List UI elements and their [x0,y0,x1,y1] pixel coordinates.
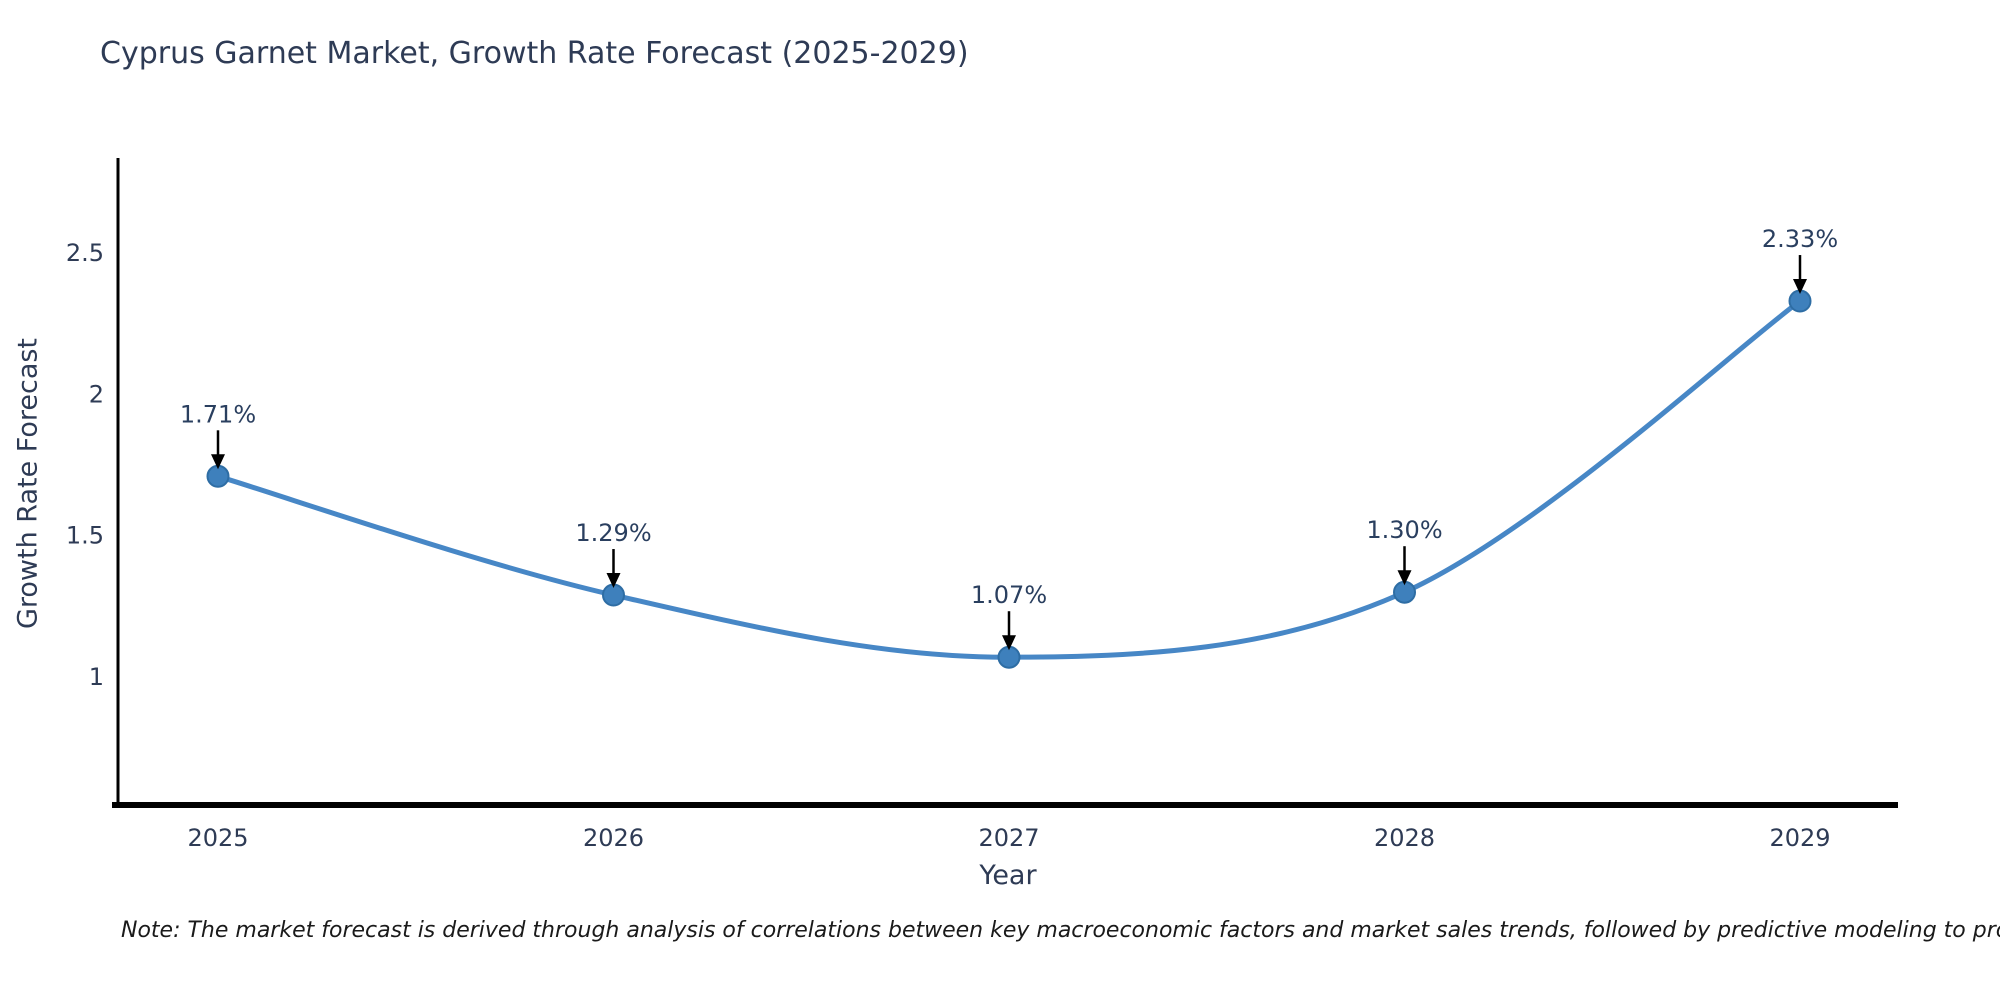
annotation-arrowhead [1793,279,1807,295]
x-axis-title: Year [979,860,1037,891]
x-tick-label: 2027 [978,824,1039,852]
data-point-label: 2.33% [1762,225,1838,253]
y-tick-label: 2.5 [66,239,104,267]
data-point-label: 1.30% [1366,516,1442,544]
x-tick-label: 2028 [1374,824,1435,852]
y-tick-label: 1.5 [66,522,104,550]
footnote: Note: The market forecast is derived thr… [121,918,2000,943]
annotation-arrowhead [1397,570,1412,586]
data-point-label: 1.07% [971,581,1047,609]
data-point-label: 1.71% [180,400,256,428]
annotation-arrowhead [606,573,621,589]
chart-title: Cyprus Garnet Market, Growth Rate Foreca… [100,36,969,71]
x-tick-label: 2029 [1769,824,1830,852]
y-tick-label: 1 [89,663,104,691]
x-tick-label: 2026 [583,824,644,852]
annotation-arrowhead [211,454,225,470]
x-tick-label: 2025 [187,824,248,852]
data-point-label: 1.29% [575,519,651,547]
y-tick-label: 2 [89,380,104,408]
annotation-arrowhead [1002,635,1016,651]
chart-svg: 1 1.5 2 2.5 2025 2026 2027 2028 2029 1.71% 1.29% 1.… [66,158,1898,852]
